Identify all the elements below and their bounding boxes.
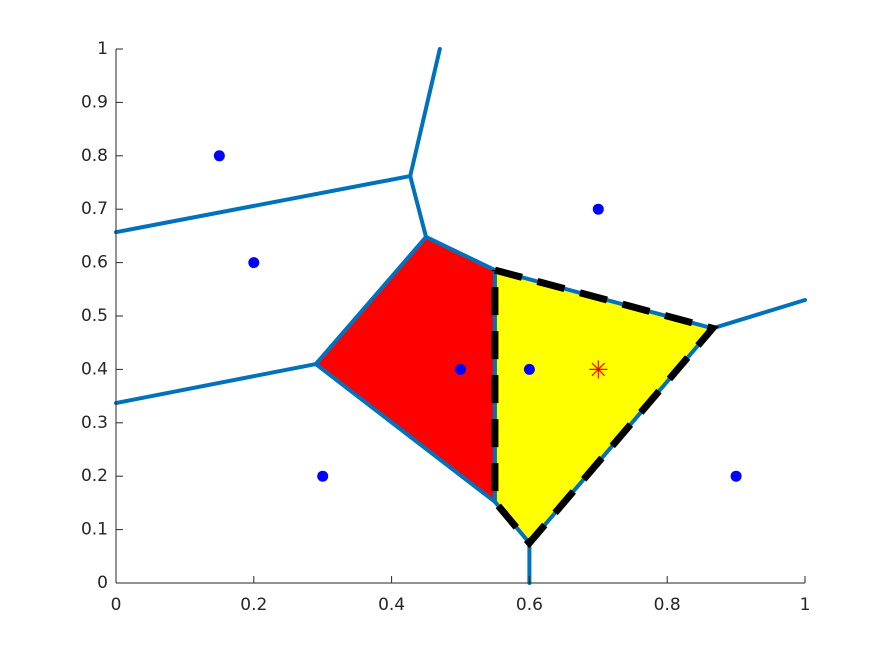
voronoi-edge bbox=[114, 174, 413, 235]
voronoi-edge bbox=[114, 362, 318, 406]
x-tick-label: 0.2 bbox=[240, 595, 267, 615]
voronoi-edge bbox=[424, 234, 497, 273]
voronoi-region bbox=[494, 270, 713, 543]
seed-point bbox=[248, 257, 260, 269]
seed-point bbox=[523, 363, 535, 375]
x-tick-label: 0.8 bbox=[654, 595, 681, 615]
voronoi-edge bbox=[408, 174, 429, 239]
cell-outline bbox=[491, 266, 719, 549]
y-tick-label: 0.3 bbox=[81, 413, 108, 433]
y-tick-label: 0 bbox=[97, 573, 108, 593]
voronoi-edge bbox=[408, 47, 442, 179]
star-marker bbox=[589, 360, 608, 379]
y-tick-label: 0.9 bbox=[81, 92, 108, 112]
seed-point bbox=[213, 150, 225, 162]
y-tick-label: 1 bbox=[97, 39, 108, 59]
y-tick-label: 0.7 bbox=[81, 199, 108, 219]
x-tick-label: 0.4 bbox=[378, 595, 405, 615]
x-tick-label: 0 bbox=[111, 595, 122, 615]
y-tick-label: 0.1 bbox=[81, 520, 108, 540]
seed-point bbox=[317, 470, 329, 482]
y-tick-label: 0.4 bbox=[81, 359, 108, 379]
voronoi-region bbox=[315, 236, 495, 502]
x-tick-label: 1 bbox=[800, 595, 811, 615]
voronoi-edge bbox=[313, 362, 497, 504]
voronoi-edge bbox=[710, 297, 807, 331]
y-tick-label: 0.6 bbox=[81, 253, 108, 273]
seed-point bbox=[730, 470, 742, 482]
x-tick-label: 0.6 bbox=[516, 595, 543, 615]
y-tick-label: 0.2 bbox=[81, 466, 108, 486]
seed-point bbox=[592, 203, 604, 215]
seed-point bbox=[455, 363, 466, 375]
voronoi-edge bbox=[313, 234, 429, 367]
y-tick-label: 0.8 bbox=[81, 146, 108, 166]
y-tick-label: 0.5 bbox=[81, 306, 108, 326]
